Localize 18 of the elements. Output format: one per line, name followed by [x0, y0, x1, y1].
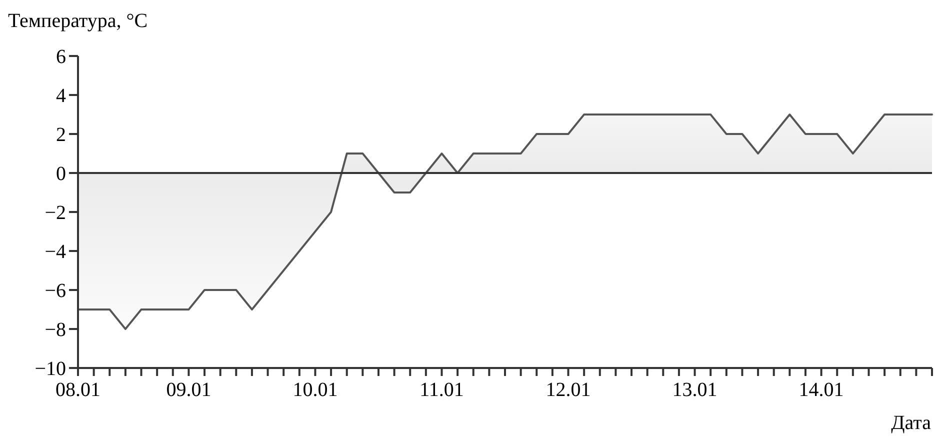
x-tick-label: 09.01 — [166, 379, 212, 401]
y-tick-label: −2 — [44, 202, 66, 224]
x-tick-label: 13.01 — [672, 379, 718, 401]
y-tick-label: 6 — [56, 46, 66, 68]
x-tick-label: 08.01 — [56, 379, 100, 401]
y-tick-label: 2 — [56, 124, 66, 146]
y-tick-label: 4 — [56, 85, 66, 107]
y-tick-label: −6 — [44, 280, 66, 302]
y-axis-title: Температура, °C — [8, 10, 148, 32]
x-tick-label: 10.01 — [292, 379, 338, 401]
x-axis-title: Дата — [891, 412, 932, 434]
x-tick-label: 11.01 — [420, 379, 464, 401]
y-tick-label: 0 — [56, 163, 66, 185]
y-tick-label: −4 — [44, 241, 66, 263]
y-tick-label: −10 — [34, 358, 66, 380]
x-tick-label: 12.01 — [546, 379, 591, 401]
x-tick-label: 14.01 — [798, 379, 844, 401]
y-tick-label: −8 — [44, 319, 66, 341]
